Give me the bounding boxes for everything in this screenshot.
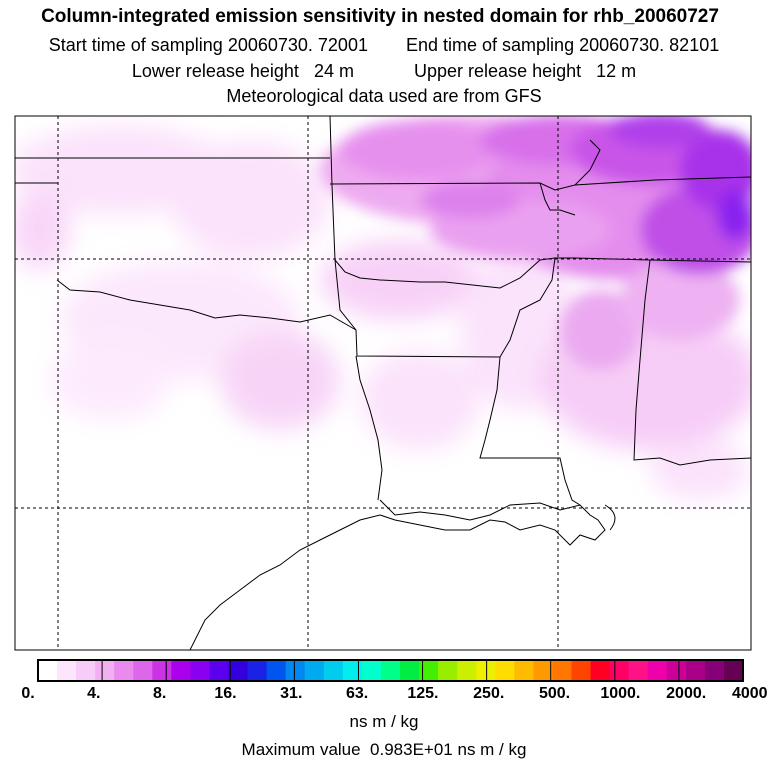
colorbar-box bbox=[419, 660, 439, 681]
start-time-label: Start time of sampling 20060730. 72001 bbox=[48, 35, 368, 55]
colorbar-box bbox=[247, 660, 268, 681]
colorbar-box bbox=[285, 660, 306, 681]
upper-release-value: 12 m bbox=[596, 61, 637, 81]
maximum-value: Maximum value 0.983E+01 ns m / kg bbox=[0, 740, 768, 760]
colorbar-box bbox=[666, 660, 687, 681]
colorbar-box bbox=[685, 660, 706, 681]
colorbar-box bbox=[647, 660, 668, 681]
colorbar-tick-label: 8. bbox=[152, 685, 167, 702]
colorbar-tick-label: 2000. bbox=[666, 685, 707, 702]
colorbar-tick-label: 250. bbox=[473, 685, 505, 702]
colorbar-box bbox=[704, 660, 725, 681]
max-value-number: 0.983E+01 ns m / kg bbox=[370, 740, 527, 759]
gulf-coastline bbox=[189, 499, 606, 650]
colorbar-box bbox=[95, 660, 115, 681]
colorbar bbox=[37, 660, 744, 681]
colorbar-box bbox=[228, 660, 249, 681]
colorbar-box bbox=[476, 660, 496, 681]
colorbar-box bbox=[457, 660, 477, 681]
colorbar-box bbox=[533, 660, 553, 681]
colorbar-box bbox=[38, 660, 58, 681]
colorbar-box bbox=[495, 660, 515, 681]
max-value-label: Maximum value bbox=[241, 740, 361, 759]
colorbar-box bbox=[304, 660, 325, 681]
colorbar-box bbox=[114, 660, 134, 681]
colorbar-box bbox=[628, 660, 649, 681]
colorbar-box bbox=[342, 660, 363, 681]
sensitivity-field bbox=[15, 116, 751, 650]
colorbar-tick-label: 500. bbox=[538, 685, 571, 702]
mississippi-delta bbox=[604, 504, 616, 531]
colorbar-box bbox=[57, 660, 77, 681]
state-boundaries bbox=[15, 116, 751, 506]
end-time-label: End time of sampling 20060730. 82101 bbox=[406, 35, 720, 55]
colorbar-box bbox=[723, 660, 744, 681]
colorbar-tick-label: 1000. bbox=[600, 685, 641, 702]
colorbar-box bbox=[190, 660, 210, 681]
upper-release-label: Upper release height bbox=[414, 61, 582, 81]
colorbar-units: ns m / kg bbox=[349, 712, 419, 731]
colorbar-box bbox=[323, 660, 344, 681]
colorbar-box bbox=[590, 660, 611, 681]
colorbar-box bbox=[209, 660, 230, 681]
colorbar-tick-label: 31. bbox=[280, 685, 303, 702]
colorbar-box bbox=[361, 660, 382, 681]
release-heights: Lower release height 24 m Upper release … bbox=[0, 61, 768, 81]
colorbar-box bbox=[438, 660, 458, 681]
colorbar-box bbox=[571, 660, 592, 681]
colorbar-box bbox=[552, 660, 573, 681]
colorbar-tick-label: 125. bbox=[407, 685, 439, 702]
colorbar-box bbox=[133, 660, 153, 681]
colorbar-tick-label: 16. bbox=[214, 685, 237, 702]
colorbar-tick-label: 4. bbox=[87, 685, 101, 702]
colorbar-box bbox=[514, 660, 534, 681]
colorbar-box bbox=[609, 660, 630, 681]
colorbar-tick-label: 0. bbox=[21, 685, 35, 702]
colorbar-box bbox=[152, 660, 172, 681]
colorbar-box bbox=[76, 660, 96, 681]
map-frame bbox=[14, 115, 752, 651]
colorbar-frame bbox=[37, 659, 744, 682]
colorbar-box bbox=[380, 660, 401, 681]
colorbar-tick-label: 63. bbox=[345, 685, 369, 702]
lower-release-value: 24 m bbox=[313, 61, 354, 81]
met-data-note: Meteorological data used are from GFS bbox=[226, 86, 542, 106]
colorbar-tick-label: 4000. bbox=[731, 685, 768, 702]
lower-release-label: Lower release height bbox=[131, 61, 299, 81]
colorbar-box bbox=[266, 660, 287, 681]
sampling-times: Start time of sampling 20060730. 72001 E… bbox=[0, 35, 768, 55]
plot-title: Column-integrated emission sensitivity i… bbox=[41, 6, 719, 27]
colorbar-box bbox=[400, 660, 420, 681]
colorbar-box bbox=[171, 660, 191, 681]
graticule bbox=[15, 116, 751, 650]
